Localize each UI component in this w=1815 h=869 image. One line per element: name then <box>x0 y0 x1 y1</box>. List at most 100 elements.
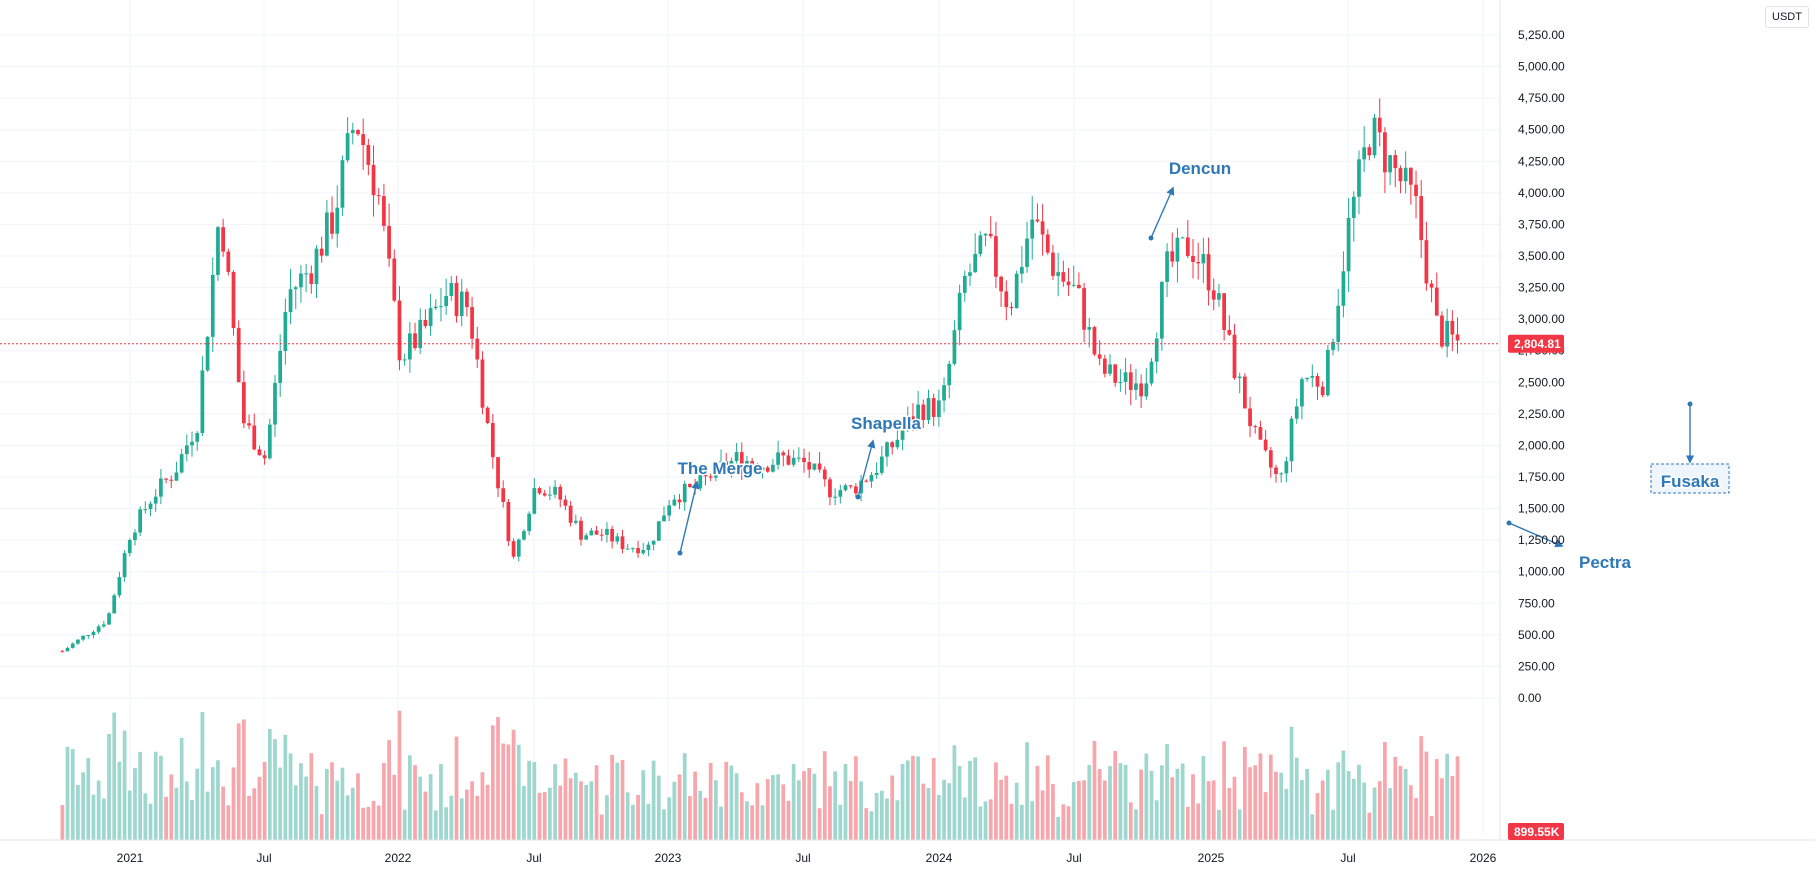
candle-body <box>900 430 905 440</box>
volume-bar <box>734 773 739 840</box>
volume-bar <box>594 765 599 840</box>
volume-bar <box>216 760 220 840</box>
annotation-label: Shapella <box>851 414 921 433</box>
price-tick-label: 1,500.00 <box>1518 502 1565 516</box>
candle-body <box>496 457 500 489</box>
candle-body <box>1185 237 1190 256</box>
candle-body <box>1253 426 1258 428</box>
volume-bar <box>433 810 438 840</box>
candle-body <box>1191 255 1195 262</box>
candle-body <box>101 624 106 627</box>
volume-bar <box>210 767 215 840</box>
candle-body <box>449 283 454 296</box>
candle-body <box>895 439 900 448</box>
volume-bar <box>703 797 708 840</box>
last-price-badge: 2,804.81 <box>1508 334 1564 353</box>
price-tick-label: 3,500.00 <box>1518 249 1565 263</box>
volume-bar <box>781 784 786 840</box>
volume-bar <box>1139 769 1144 840</box>
candle-body <box>1268 450 1273 468</box>
candle-body <box>874 472 879 476</box>
candle-body <box>475 338 480 360</box>
candle-body <box>750 460 755 465</box>
candle-body <box>968 272 972 276</box>
candle-body <box>1128 372 1133 390</box>
candle-body <box>869 475 874 482</box>
volume-bar <box>288 753 293 840</box>
volume-bar <box>330 762 334 840</box>
volume-bar <box>1102 780 1107 840</box>
volume-bar <box>807 767 812 840</box>
candle-body <box>81 635 85 640</box>
volume-bar <box>86 758 91 840</box>
candle-body <box>812 463 817 470</box>
candle-body <box>382 196 386 226</box>
candle-body <box>1123 372 1128 382</box>
volume-bar <box>1160 765 1164 840</box>
candle-body <box>127 540 132 554</box>
volume-bar <box>999 779 1003 840</box>
candle-body <box>1139 383 1144 397</box>
candle-body <box>646 544 651 550</box>
volume-bar <box>490 725 495 840</box>
candle-body <box>926 398 931 420</box>
volume-bar <box>791 763 796 840</box>
volume-bar <box>1300 780 1304 840</box>
candle-body <box>682 483 687 503</box>
volume-bar <box>366 807 371 840</box>
volume-bar <box>1440 778 1444 840</box>
candle-body <box>1445 320 1450 347</box>
volume-bar <box>402 809 407 840</box>
price-tick-label: 2,500.00 <box>1518 375 1565 389</box>
candle-body <box>205 336 210 371</box>
volume-bar <box>1077 780 1081 840</box>
volume-bar <box>672 781 677 840</box>
volume-bar <box>854 756 858 840</box>
volume-bar <box>350 787 355 840</box>
time-tick-label: Jul <box>1066 851 1081 865</box>
candle-body <box>729 460 734 469</box>
volume-bar <box>662 809 666 840</box>
candle-body <box>278 351 283 383</box>
candle-body <box>236 328 241 383</box>
candle-body <box>392 258 397 301</box>
candle-body <box>1455 334 1460 341</box>
volume-bar <box>573 772 578 840</box>
volume-bar <box>786 800 791 840</box>
candle-body <box>1351 196 1356 218</box>
candle-body <box>579 520 583 540</box>
price-tick-label: 4,000.00 <box>1518 186 1565 200</box>
candle-body <box>490 423 495 458</box>
volume-bar <box>1243 746 1247 840</box>
candle-body <box>1372 117 1377 156</box>
candle-body <box>485 407 490 424</box>
volume-bar <box>511 729 516 840</box>
candle-body <box>107 613 111 625</box>
volume-bar <box>324 768 329 840</box>
candle-body <box>1160 281 1164 339</box>
volume-bar <box>159 755 163 840</box>
candle-body <box>143 509 148 511</box>
volume-bar <box>900 763 905 840</box>
candle-body <box>532 488 537 514</box>
volume-bar <box>1004 775 1009 840</box>
candle-body <box>724 461 729 469</box>
volume-bar <box>864 808 869 840</box>
candle-body <box>1211 290 1216 300</box>
volume-bar <box>1035 765 1040 840</box>
candle-body <box>1108 364 1112 374</box>
volume-bar <box>1009 803 1014 840</box>
volume-bar <box>651 760 656 840</box>
candle-body <box>957 292 962 331</box>
volume-bar <box>667 797 672 840</box>
candle-body <box>962 275 967 293</box>
annotation-label: Pectra <box>1579 553 1632 572</box>
candle-body <box>1310 375 1315 378</box>
volume-bar <box>568 778 573 840</box>
candle-body <box>304 273 308 275</box>
volume-bar <box>579 781 583 840</box>
currency-selector[interactable]: USDT <box>1765 6 1809 28</box>
candle-body <box>257 449 262 456</box>
volume-bar <box>1134 809 1138 840</box>
